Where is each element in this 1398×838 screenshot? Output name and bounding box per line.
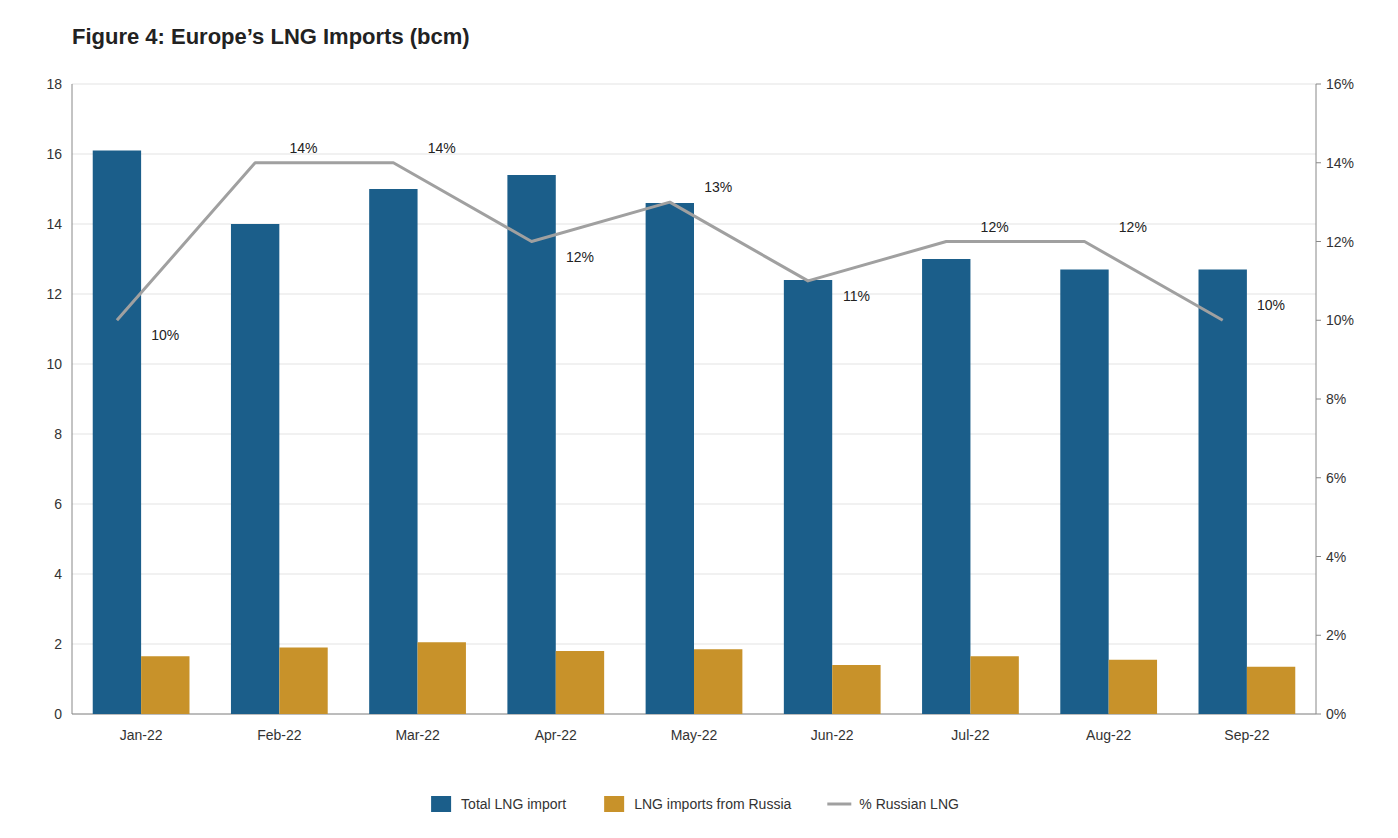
x-tick-label: Apr-22 [535,727,577,743]
bar [832,665,880,714]
legend-label: % Russian LNG [859,796,959,812]
data-label: 12% [566,249,594,265]
grid-line [72,154,1316,155]
data-label: 14% [428,140,456,156]
x-tick-label: Jan-22 [120,727,163,743]
y-tick-label: 12 [46,286,62,302]
title: Figure 4: Europe’s LNG Imports (bcm) [72,24,470,49]
y2-tick [1316,84,1321,85]
y2-tick-label: 14% [1326,155,1354,171]
chart: Figure 4: Europe’s LNG Imports (bcm) 0 2 4 6… [0,0,1398,838]
y2-tick [1316,241,1321,242]
bar [646,203,694,714]
bar [922,259,970,714]
legend-label: Total LNG import [461,796,566,812]
legend-item: % Russian LNG [827,796,959,812]
data-label: 14% [290,140,318,156]
x-tick-label: Aug-22 [1086,727,1131,743]
data-label: 10% [1257,297,1285,313]
y-tick-label: 8 [54,426,62,442]
bar [1060,270,1108,715]
y2-tick-label: 12% [1326,234,1354,250]
y-tick-label: 10 [46,356,62,372]
bar [507,175,555,714]
x-tick-label: Sep-22 [1224,727,1269,743]
grid-line [72,84,1316,85]
bar [418,642,466,714]
legend-item: LNG imports from Russia [604,796,791,812]
bar [1109,660,1157,714]
data-label: 10% [151,327,179,343]
y2-tick [1316,714,1321,715]
bar [279,648,327,715]
bar [784,280,832,714]
data-label: 12% [1119,219,1147,235]
bar [556,651,604,714]
y2-tick [1316,477,1321,478]
x-tick-label: Feb-22 [257,727,302,743]
y2-tick-label: 4% [1326,549,1346,565]
y2-tick [1316,162,1321,163]
bar [93,151,141,715]
bar [1247,667,1295,714]
y-tick-label: 16 [46,146,62,162]
legend-swatch [604,796,624,812]
y2-axis-line [1316,84,1317,714]
bar [369,189,417,714]
y2-tick-label: 2% [1326,627,1346,643]
y2-tick-label: 0% [1326,706,1346,722]
line [117,163,1223,321]
data-label: 11% [843,288,870,304]
legend: Total LNG import LNG imports from Russia%… [431,796,959,812]
y-tick-label: 2 [54,636,62,652]
x-tick-label: Jun-22 [811,727,854,743]
y-tick-label: 14 [46,216,62,232]
bar [970,656,1018,714]
y-tick-label: 4 [54,566,62,582]
y2-tick [1316,320,1321,321]
y-tick-label: 18 [46,76,62,92]
bar [1199,270,1247,715]
y2-tick-label: 16% [1326,76,1354,92]
y2-tick [1316,635,1321,636]
bar [694,649,742,714]
data-label: 13% [704,179,732,195]
x-tick-label: Mar-22 [395,727,440,743]
y2-tick [1316,556,1321,557]
legend-label: LNG imports from Russia [634,796,791,812]
marks [93,151,1296,715]
data-labels: 10% 14% 14% 12% 13% 11% 12% 12% 10% [151,140,1285,344]
y-axis-line [72,84,73,714]
data-label: 12% [981,219,1009,235]
y-tick-label: 6 [54,496,62,512]
bar [141,656,189,714]
y2-tick [1316,399,1321,400]
y2-tick-label: 8% [1326,391,1346,407]
x-tick-label: Jul-22 [951,727,989,743]
x-tick-label: May-22 [671,727,718,743]
y-tick-label: 0 [54,706,62,722]
y2-tick-label: 6% [1326,470,1346,486]
bar [231,224,279,714]
grid [72,84,1316,714]
legend-swatch [827,803,851,806]
y2-tick-label: 10% [1326,312,1354,328]
legend-swatch [431,796,451,812]
legend-item: Total LNG import [431,796,566,812]
